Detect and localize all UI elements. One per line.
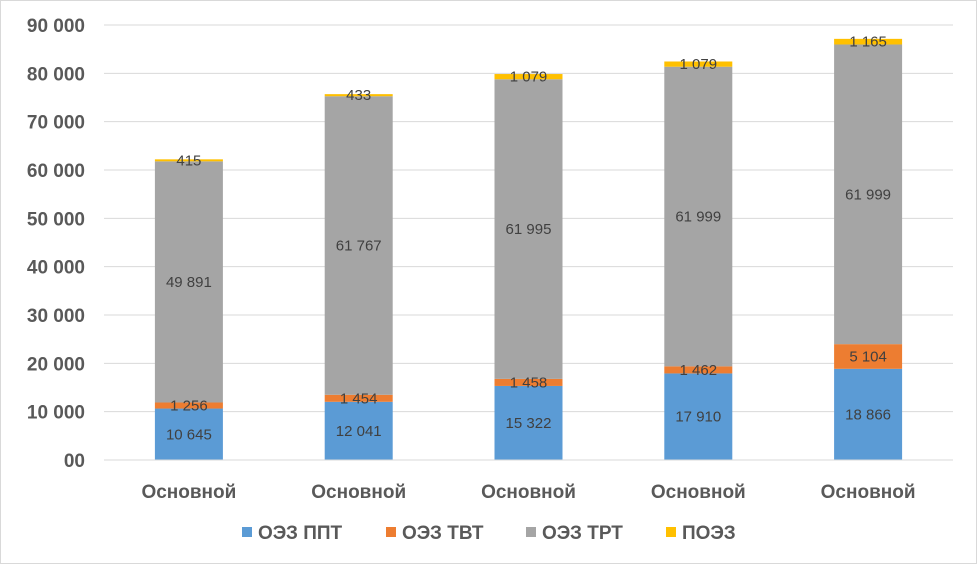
x-tick-label: Основной <box>651 482 746 503</box>
bar-segment <box>664 66 733 367</box>
bar-segment <box>664 366 733 374</box>
bar-segment <box>154 159 223 162</box>
data-label: 415 <box>176 152 201 169</box>
legend-swatch <box>526 527 536 537</box>
data-label: 5 104 <box>849 348 887 365</box>
y-tick-label: 20 000 <box>27 354 85 375</box>
data-label: 17 910 <box>675 409 721 426</box>
y-tick-label: 80 000 <box>27 64 85 85</box>
bar-segment <box>324 394 393 402</box>
y-tick-label: 00 <box>64 451 85 472</box>
data-label: 18 866 <box>845 406 891 423</box>
data-label: 61 995 <box>506 221 552 238</box>
bar-segment <box>154 402 223 409</box>
bar-segment <box>154 408 223 460</box>
y-tick-label: 30 000 <box>27 306 85 327</box>
data-label: 49 891 <box>166 274 212 291</box>
y-axis-ticks: 00 10 000 20 000 30 000 40 000 50 000 60 000 70… <box>27 16 85 472</box>
bar-segment <box>494 385 563 460</box>
bar-segment <box>834 44 903 345</box>
bar-segment <box>494 79 563 379</box>
x-axis-ticks: Основной Основной Основной Основной Основной <box>141 482 915 503</box>
legend-label: ОЭЗ ТРТ <box>542 523 623 544</box>
data-label: 61 999 <box>845 186 891 203</box>
data-label: 61 767 <box>336 238 382 255</box>
bar-segment <box>154 161 223 403</box>
data-label: 1 454 <box>340 390 378 407</box>
bar-segment <box>494 378 563 386</box>
bar-segment <box>834 344 903 369</box>
data-label: 15 322 <box>506 415 552 432</box>
data-label: 1 458 <box>510 374 548 391</box>
bar-segment <box>324 94 393 97</box>
y-tick-label: 90 000 <box>27 16 85 37</box>
x-tick-label: Основной <box>141 482 236 503</box>
data-labels: 10 645 1 256 49 891 415 12 041 1 454 61 767 433… <box>166 34 891 444</box>
data-label: 1 165 <box>849 34 887 51</box>
bar-segment <box>834 38 903 45</box>
legend-swatch <box>242 527 252 537</box>
bar-segment <box>834 368 903 460</box>
x-tick-label: Основной <box>481 482 576 503</box>
data-label: 1 256 <box>170 398 208 415</box>
data-label: 61 999 <box>675 209 721 226</box>
bar-segment <box>324 96 393 395</box>
bar-segment <box>324 401 393 460</box>
data-label: 1 462 <box>680 362 718 379</box>
y-tick-label: 50 000 <box>27 209 85 230</box>
bar-segment <box>494 74 563 80</box>
y-tick-label: 70 000 <box>27 113 85 134</box>
bars <box>154 38 903 460</box>
legend: ОЭЗ ППТ ОЭЗ ТВТ ОЭЗ ТРТ ПОЭЗ <box>242 523 736 544</box>
data-label: 1 079 <box>680 56 718 73</box>
data-label: 12 041 <box>336 423 382 440</box>
y-tick-label: 10 000 <box>27 403 85 424</box>
x-tick-label: Основной <box>311 482 406 503</box>
legend-swatch <box>386 527 396 537</box>
data-label: 10 645 <box>166 426 212 443</box>
y-tick-label: 60 000 <box>27 161 85 182</box>
data-label: 433 <box>346 87 371 104</box>
legend-swatch <box>666 527 676 537</box>
x-tick-label: Основной <box>821 482 916 503</box>
legend-label: ПОЭЗ <box>682 523 736 544</box>
data-label: 1 079 <box>510 69 548 86</box>
legend-label: ОЭЗ ТВТ <box>402 523 484 544</box>
y-tick-label: 40 000 <box>27 258 85 279</box>
legend-label: ОЭЗ ППТ <box>258 523 343 544</box>
bar-segment <box>664 61 733 67</box>
bar-segment <box>664 373 733 460</box>
